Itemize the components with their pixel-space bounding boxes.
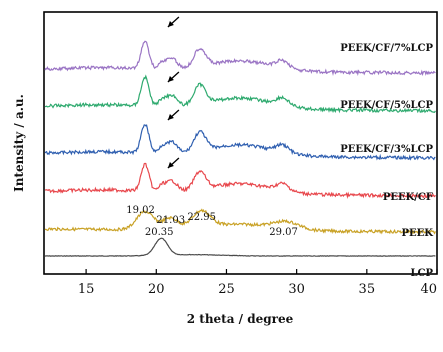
series-line-lcp	[45, 237, 436, 257]
arrow-annotation	[167, 157, 180, 169]
series-line-peek-cf	[44, 162, 436, 199]
series-labels: LCP PEEK PEEK/CF PEEK/CF/3%LCP PEEK/CF/5%LCP…	[340, 43, 433, 279]
plot-frame	[43, 11, 438, 275]
series-line-peek	[44, 208, 436, 235]
series-label: PEEK/CF/7%LCP	[340, 43, 433, 54]
peak-label: 29.07	[269, 227, 298, 238]
series-label: PEEK/CF/5%LCP	[340, 100, 433, 111]
series-line-peek-cf-3-lcp	[44, 124, 436, 161]
series-curves	[44, 40, 436, 257]
peak-label: 21.03	[156, 215, 185, 226]
x-axis-ticks: 15 20 25 30 35 40	[78, 269, 438, 297]
series-label: PEEK/CF	[383, 192, 433, 203]
x-tick-label: 30	[288, 282, 305, 297]
annotation-arrows	[167, 16, 180, 169]
x-tick-label: 35	[359, 282, 376, 297]
series-line-peek-cf-7-lcp	[44, 40, 436, 77]
series-label: PEEK	[402, 228, 434, 239]
x-tick-label: 20	[148, 282, 165, 297]
y-axis-label: Intensity / a.u.	[12, 94, 26, 192]
peak-label: 19.02	[126, 205, 155, 216]
peak-label: 22.95	[187, 212, 216, 223]
x-tick-label: 15	[78, 282, 95, 297]
x-tick-label: 40	[420, 282, 437, 297]
peak-label: 20.35	[145, 227, 174, 238]
arrow-annotation	[167, 109, 180, 121]
arrow-annotation	[167, 16, 180, 28]
arrow-annotation	[167, 71, 180, 83]
series-label: PEEK/CF/3%LCP	[340, 144, 433, 155]
series-line-peek-cf-5-lcp	[44, 74, 436, 114]
x-axis-label: 2 theta / degree	[187, 312, 294, 326]
x-tick-label: 25	[218, 282, 235, 297]
series-label: LCP	[410, 268, 433, 279]
